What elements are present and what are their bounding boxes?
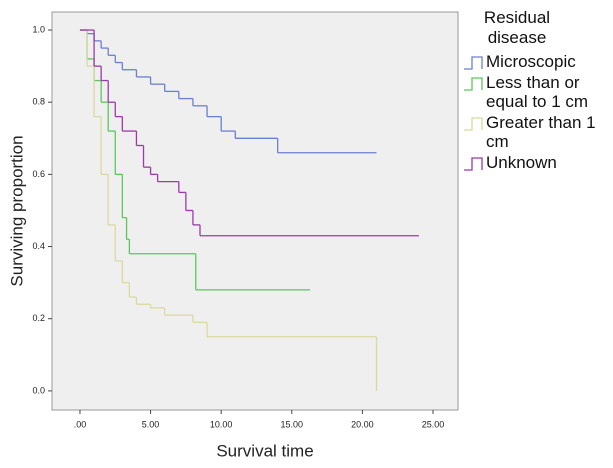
legend-title: Residual disease <box>483 8 551 47</box>
x-tick-label: .00 <box>74 419 87 429</box>
legend-swatch <box>464 77 483 91</box>
legend-item: Unknown <box>462 153 608 172</box>
x-tick-label: 15.00 <box>281 419 304 429</box>
legend-swatch <box>464 157 483 171</box>
legend-item: Less than or equal to 1 cm <box>462 73 608 111</box>
legend-label: Unknown <box>486 153 557 172</box>
legend-icon <box>464 117 483 131</box>
legend-swatch <box>464 56 483 70</box>
legend-icon <box>464 77 483 91</box>
legend-item: Greater than 1 cm <box>462 113 608 151</box>
y-axis-label: Surviving proportion <box>7 135 26 286</box>
y-tick-label: 1.0 <box>32 24 45 34</box>
y-tick-label: 0.4 <box>32 241 45 251</box>
x-tick-label: 20.00 <box>351 419 374 429</box>
x-tick-label: 25.00 <box>422 419 445 429</box>
y-tick-label: 0.2 <box>32 313 45 323</box>
legend-item: Microscopic <box>462 52 608 71</box>
legend-icon <box>464 56 483 70</box>
legend-icon <box>464 157 483 171</box>
legend-label: Microscopic <box>486 52 576 71</box>
x-tick-label: 10.00 <box>210 419 233 429</box>
y-tick-label: 0.6 <box>32 169 45 179</box>
y-tick-label: 0.0 <box>32 385 45 395</box>
plot-area <box>51 11 459 411</box>
chart: Survival time Surviving proportion 0.0 0.… <box>7 11 459 460</box>
x-axis-label: Survival time <box>216 441 313 460</box>
legend-label: Greater than 1 cm <box>486 113 596 151</box>
x-tick-label: 5.00 <box>142 419 160 429</box>
legend-label: Less than or equal to 1 cm <box>486 73 589 111</box>
legend: Residual disease Microscopic Less than or… <box>462 8 612 174</box>
legend-swatch <box>464 117 483 131</box>
y-tick-label: 0.8 <box>32 97 45 107</box>
